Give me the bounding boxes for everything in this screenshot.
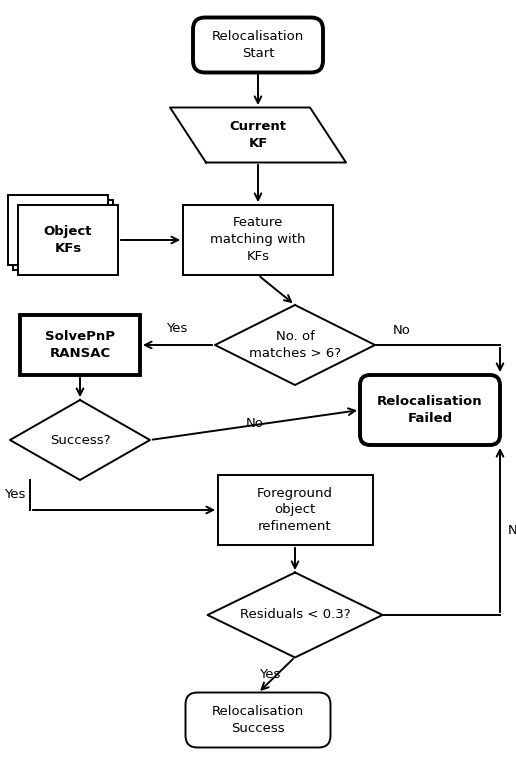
Bar [20,315,140,375]
Text: Residuals < 0.3?: Residuals < 0.3? [240,608,350,621]
Text: No. of
matches > 6?: No. of matches > 6? [249,330,341,360]
Text: Object
KFs: Object KFs [44,225,92,255]
FancyBboxPatch shape [360,375,500,445]
Text: Yes: Yes [166,322,188,335]
Polygon shape [170,107,346,162]
Bar [8,195,108,265]
Polygon shape [10,400,150,480]
Bar [18,205,118,275]
Text: Feature
matching with
KFs: Feature matching with KFs [210,216,306,263]
Bar [13,200,113,270]
FancyBboxPatch shape [193,18,323,73]
FancyBboxPatch shape [185,692,331,747]
Text: No: No [393,324,411,337]
Text: Relocalisation
Success: Relocalisation Success [212,705,304,735]
Polygon shape [207,573,382,658]
Text: Current
KF: Current KF [230,120,286,150]
Polygon shape [215,305,375,385]
Text: SolvePnP
RANSAC: SolvePnP RANSAC [45,330,115,360]
Text: Yes: Yes [259,669,280,682]
Text: No: No [508,523,516,537]
Text: Relocalisation
Failed: Relocalisation Failed [377,395,483,425]
Text: No: No [246,417,264,430]
Text: Relocalisation
Start: Relocalisation Start [212,30,304,60]
Text: Success?: Success? [50,434,110,446]
Bar [218,475,373,545]
Text: Foreground
object
refinement: Foreground object refinement [257,486,333,533]
Bar [183,205,333,275]
Text: Yes: Yes [4,489,25,502]
